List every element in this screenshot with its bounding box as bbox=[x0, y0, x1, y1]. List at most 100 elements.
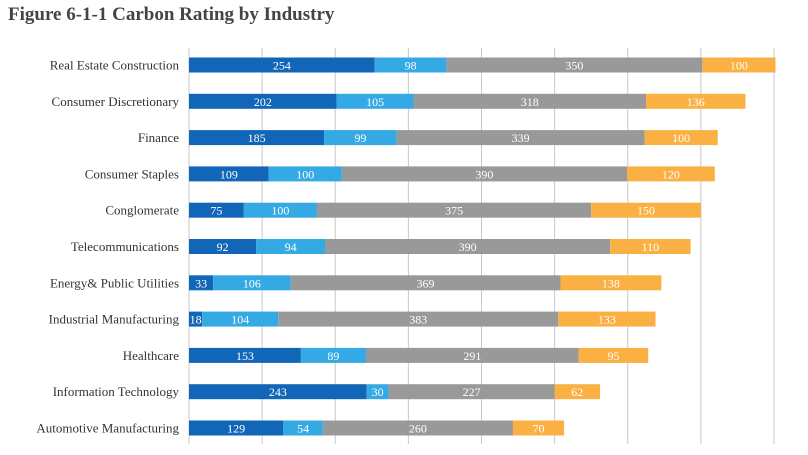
category-label: Healthcare bbox=[123, 348, 180, 363]
data-label: 54 bbox=[297, 422, 309, 436]
data-label: 95 bbox=[607, 349, 619, 363]
data-label: 202 bbox=[254, 95, 272, 109]
bar-segment bbox=[413, 93, 647, 109]
category-label: Consumer Staples bbox=[85, 166, 179, 181]
bar-segment bbox=[283, 420, 323, 436]
data-label: 89 bbox=[327, 349, 339, 363]
data-label: 104 bbox=[231, 313, 249, 327]
bars bbox=[189, 57, 776, 436]
bar-segment bbox=[189, 57, 375, 73]
bar-segment bbox=[374, 57, 447, 73]
bar-segment bbox=[290, 275, 561, 291]
data-label: 100 bbox=[296, 167, 314, 181]
bar-segment bbox=[644, 130, 718, 146]
data-label: 254 bbox=[273, 59, 291, 73]
data-label: 99 bbox=[354, 131, 366, 145]
category-label: Automotive Manufacturing bbox=[36, 421, 179, 436]
data-label: 136 bbox=[687, 95, 705, 109]
bar-segment bbox=[189, 311, 203, 327]
data-label: 30 bbox=[372, 385, 384, 399]
bar-segment bbox=[189, 239, 257, 254]
data-label: 383 bbox=[409, 313, 427, 327]
bar-segment bbox=[341, 166, 628, 182]
data-label: 120 bbox=[662, 167, 680, 181]
data-label: 369 bbox=[417, 276, 435, 290]
data-label: 98 bbox=[405, 59, 417, 73]
data-label: 100 bbox=[730, 59, 748, 73]
data-label: 105 bbox=[366, 95, 384, 109]
bar-segment bbox=[627, 166, 715, 182]
bar-segment bbox=[268, 166, 342, 182]
bar-segment bbox=[189, 202, 244, 218]
bar-segment bbox=[189, 420, 284, 436]
data-label: 100 bbox=[271, 204, 289, 218]
data-label: 106 bbox=[243, 276, 261, 290]
data-label: 318 bbox=[521, 95, 539, 109]
bar-segment bbox=[189, 275, 214, 291]
category-label: Energy& Public Utilities bbox=[50, 275, 179, 290]
bar-segment bbox=[365, 347, 579, 363]
bar-segment bbox=[554, 384, 600, 400]
data-label: 350 bbox=[565, 59, 583, 73]
data-label: 138 bbox=[602, 276, 620, 290]
bar-segment bbox=[558, 311, 656, 327]
bar-segment bbox=[213, 275, 291, 291]
bar-segment bbox=[702, 57, 776, 73]
data-label: 390 bbox=[459, 240, 477, 254]
data-label: 150 bbox=[637, 204, 655, 218]
bar-segment bbox=[446, 57, 703, 73]
category-label: Conglomerate bbox=[105, 203, 179, 218]
data-label: 92 bbox=[217, 240, 229, 254]
category-label: Information Technology bbox=[53, 384, 180, 399]
bar-segment bbox=[366, 384, 389, 400]
data-label: 260 bbox=[409, 422, 427, 436]
bar-segment bbox=[512, 420, 565, 436]
bar-segment bbox=[324, 130, 397, 146]
bar-segment bbox=[325, 239, 611, 254]
bar-segment bbox=[336, 93, 414, 109]
data-label: 94 bbox=[285, 240, 297, 254]
data-label: 339 bbox=[512, 131, 530, 145]
bar-segment bbox=[560, 275, 662, 291]
bar-segment bbox=[243, 202, 317, 218]
bar-segment bbox=[300, 347, 366, 363]
category-label: Consumer Discretionary bbox=[52, 94, 180, 109]
bar-segment bbox=[322, 420, 513, 436]
data-label: 62 bbox=[571, 385, 583, 399]
bar-segment bbox=[256, 239, 326, 254]
bar-segment bbox=[396, 130, 645, 146]
data-label: 110 bbox=[642, 240, 660, 254]
category-label: Real Estate Construction bbox=[50, 58, 180, 73]
data-label: 227 bbox=[463, 385, 481, 399]
bar-segment bbox=[202, 311, 279, 327]
data-label: 291 bbox=[463, 349, 481, 363]
bar-segment bbox=[189, 384, 367, 400]
bar-segment bbox=[316, 202, 592, 218]
data-label: 243 bbox=[269, 385, 287, 399]
bar-segment bbox=[189, 347, 301, 363]
bar-segment bbox=[278, 311, 559, 327]
data-label: 129 bbox=[227, 422, 245, 436]
category-label: Finance bbox=[138, 130, 179, 145]
data-label: 109 bbox=[220, 167, 238, 181]
data-label: 75 bbox=[210, 204, 222, 218]
data-label: 33 bbox=[195, 276, 207, 290]
bar-segment bbox=[610, 239, 691, 254]
data-label: 100 bbox=[672, 131, 690, 145]
data-label: 18 bbox=[190, 313, 202, 327]
data-label: 375 bbox=[445, 204, 463, 218]
chart-title: Figure 6-1-1 Carbon Rating by Industry bbox=[8, 4, 335, 25]
bar-segment bbox=[189, 166, 269, 182]
data-label: 133 bbox=[598, 313, 616, 327]
data-label: 153 bbox=[236, 349, 254, 363]
bar-segment bbox=[189, 130, 325, 146]
bar-segment bbox=[578, 347, 649, 363]
bar-segment bbox=[388, 384, 555, 400]
bar-segment bbox=[646, 93, 746, 109]
data-label: 390 bbox=[475, 167, 493, 181]
bar-segment bbox=[189, 93, 337, 109]
labels: Real Estate Construction 254 98 350 100 Consu… bbox=[36, 58, 748, 436]
category-label: Industrial Manufacturing bbox=[49, 312, 180, 327]
category-label: Telecommunications bbox=[71, 239, 179, 254]
